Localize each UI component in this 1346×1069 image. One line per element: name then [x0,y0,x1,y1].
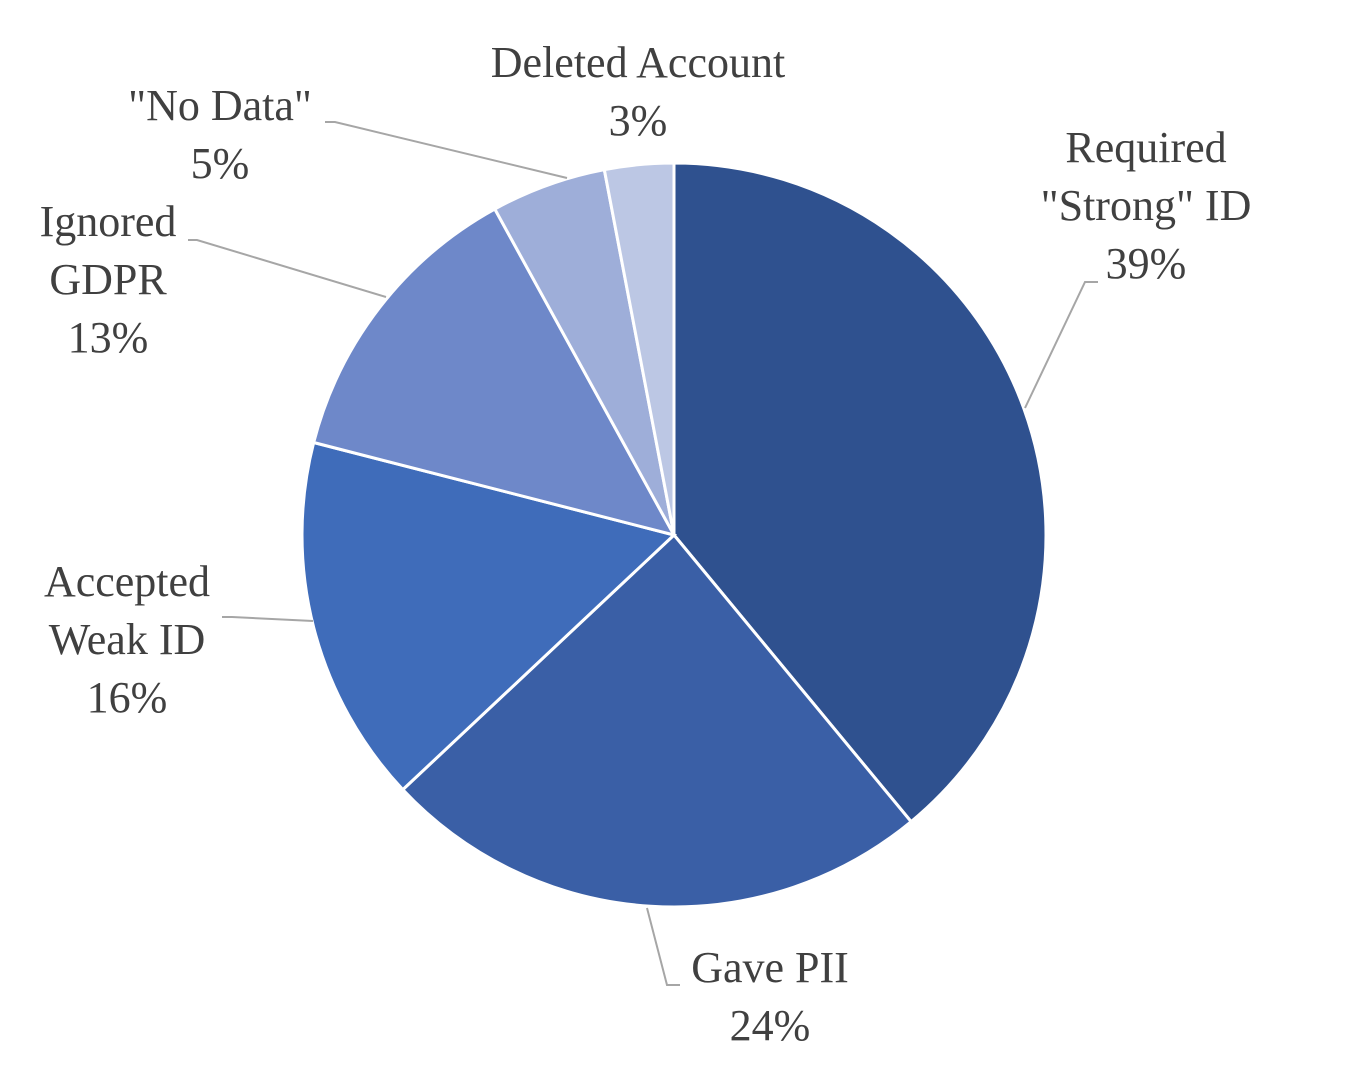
value-label: 39% [1105,239,1187,288]
value-label: 24% [729,1001,811,1050]
value-label: 5% [190,139,250,188]
value-label: 13% [67,313,149,362]
category-label: "No Data" [128,81,312,130]
pie-slice [400,532,914,909]
leader-line [325,121,568,179]
category-label: Deleted Account [490,38,786,87]
data-label: Required "Strong" ID 39% [1016,119,1276,293]
data-label: Ignored GDPR 13% [8,193,208,367]
pie-slice [311,206,677,538]
category-label: Ignored GDPR [39,197,177,304]
leader-line [222,616,314,622]
data-label: Gave PII 24% [640,939,900,1055]
pie-slice [672,161,1048,824]
category-label: Accepted Weak ID [43,557,211,664]
value-label: 16% [86,673,168,722]
leader-line [1024,281,1098,409]
data-label: Deleted Account 3% [438,34,838,150]
data-label: Accepted Weak ID 16% [17,553,237,727]
leader-line [646,907,680,986]
pie-slice [300,440,678,792]
category-label: Gave PII [691,943,849,992]
leader-line [188,239,387,298]
category-label: Required "Strong" ID [1040,123,1252,230]
data-label: "No Data" 5% [90,77,350,193]
pie-slice [602,161,676,536]
value-label: 3% [608,96,668,145]
